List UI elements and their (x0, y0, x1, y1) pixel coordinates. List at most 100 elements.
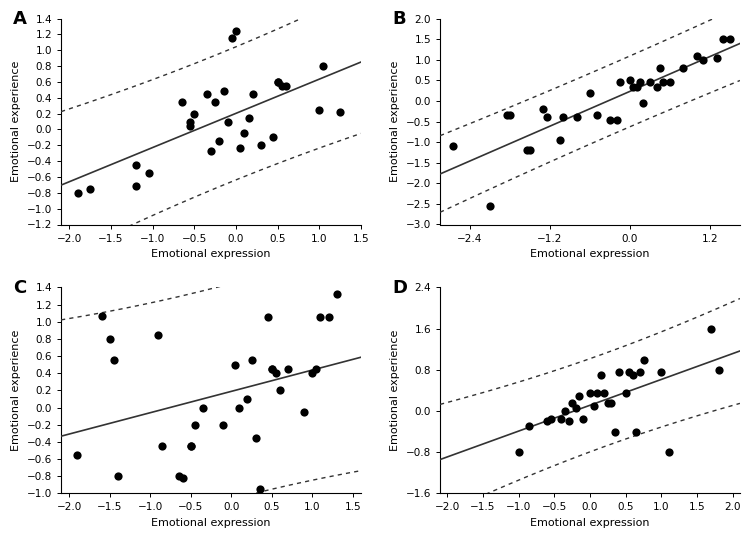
Point (677, 64, 689, 72)
Point (591, 389, 603, 397)
Point (538, 105, 550, 114)
Point (570, 404, 582, 413)
Point (280, 81, 292, 90)
Point (266, 364, 278, 373)
Point (213, 137, 225, 146)
Point (577, 414, 589, 423)
Point (318, 62, 330, 71)
Point (249, 433, 261, 442)
Point (605, 399, 617, 407)
Point (523, 422, 535, 431)
Text: D: D (392, 279, 407, 297)
Point (238, 129, 250, 138)
Point (557, 113, 569, 122)
Point (184, 118, 197, 126)
Point (72, 451, 84, 459)
Point (609, 427, 621, 436)
Point (651, 82, 663, 91)
Point (571, 113, 583, 122)
Point (267, 133, 279, 142)
Point (218, 87, 230, 96)
Point (245, 356, 258, 365)
Point (142, 169, 154, 177)
Point (272, 78, 284, 86)
Point (697, 56, 709, 64)
Point (620, 389, 632, 397)
Point (520, 146, 532, 155)
Point (584, 88, 596, 97)
Point (657, 78, 669, 87)
Point (544, 414, 556, 423)
Point (447, 142, 459, 150)
Point (611, 115, 623, 124)
Point (322, 313, 334, 322)
Point (559, 406, 571, 415)
Point (331, 290, 343, 299)
Point (201, 89, 213, 98)
Point (637, 99, 649, 107)
Point (270, 369, 282, 377)
Point (221, 118, 233, 126)
X-axis label: Emotional expression: Emotional expression (151, 518, 271, 528)
Point (104, 335, 116, 343)
X-axis label: Emotional expression: Emotional expression (530, 249, 650, 259)
Point (226, 34, 238, 43)
Point (108, 356, 120, 365)
Point (176, 98, 188, 106)
Point (504, 111, 516, 120)
Point (254, 485, 266, 493)
Point (524, 146, 536, 155)
Point (630, 82, 642, 91)
Point (556, 414, 568, 423)
Point (242, 113, 255, 122)
Point (130, 182, 142, 191)
Point (541, 113, 553, 122)
Point (706, 324, 718, 333)
Point (614, 78, 626, 87)
Point (630, 427, 642, 436)
Point (184, 442, 197, 451)
Point (266, 364, 278, 373)
Point (217, 420, 229, 429)
Point (272, 78, 284, 86)
Point (274, 386, 286, 395)
Point (276, 81, 288, 90)
Point (712, 365, 724, 374)
X-axis label: Emotional expression: Emotional expression (151, 249, 271, 259)
Point (626, 371, 639, 379)
Point (130, 161, 142, 169)
Point (627, 82, 639, 91)
Point (664, 78, 676, 87)
Point (711, 53, 723, 62)
Text: C: C (13, 279, 26, 297)
Point (724, 35, 736, 44)
Point (152, 330, 164, 339)
Point (584, 389, 596, 397)
Point (184, 121, 197, 130)
Point (513, 448, 525, 457)
Point (691, 51, 703, 60)
Point (484, 202, 496, 210)
Point (188, 109, 200, 118)
Point (230, 361, 242, 369)
Point (184, 442, 197, 451)
Point (209, 98, 221, 106)
Point (602, 399, 614, 407)
Text: A: A (13, 10, 27, 29)
Point (634, 368, 646, 377)
Point (242, 395, 254, 403)
Point (638, 355, 650, 364)
Point (612, 368, 624, 377)
Point (234, 143, 246, 152)
Point (172, 472, 184, 480)
Point (84, 184, 96, 193)
Point (554, 136, 566, 144)
Point (599, 389, 611, 397)
X-axis label: Emotional expression: Emotional expression (530, 518, 650, 528)
Point (72, 189, 84, 197)
Point (654, 64, 666, 72)
Point (541, 417, 553, 426)
Point (205, 147, 217, 155)
Point (655, 368, 667, 377)
Point (562, 417, 575, 426)
